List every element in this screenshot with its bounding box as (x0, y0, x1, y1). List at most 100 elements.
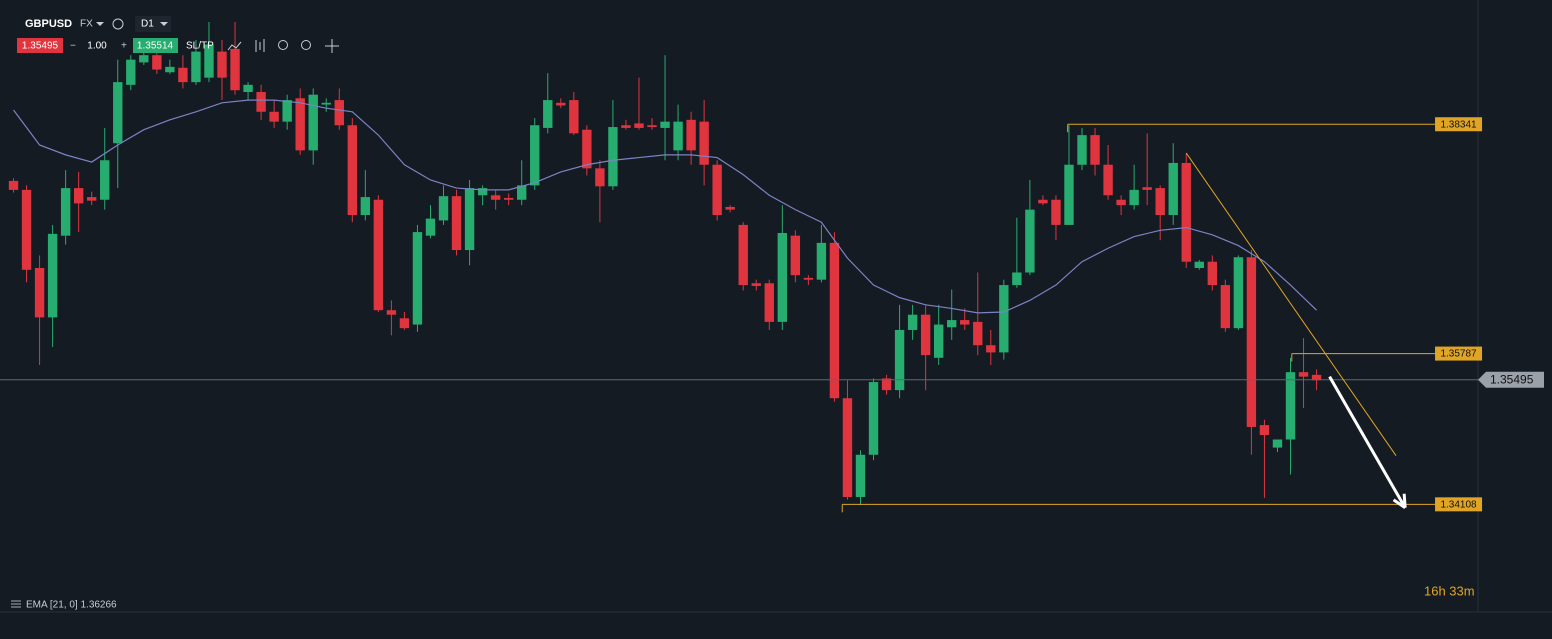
candle-body (712, 164, 722, 216)
candle-body (1038, 199, 1048, 204)
candle-body (790, 235, 801, 276)
candle-body (803, 277, 814, 280)
candle-body (530, 125, 540, 186)
candle-body (973, 321, 983, 346)
candle-body (621, 125, 631, 128)
dropdown-icon[interactable] (96, 22, 104, 26)
buy-button[interactable] (133, 38, 178, 53)
dropdown-icon[interactable] (160, 22, 168, 26)
axes: 1.35495 (1478, 371, 1544, 388)
level-label-box (1435, 497, 1483, 512)
market: FX (80, 19, 93, 30)
candle-body (829, 242, 840, 399)
candle-body (1285, 372, 1296, 440)
zoom-in-icon[interactable] (301, 40, 311, 50)
candle-body (490, 195, 501, 200)
candle-body (738, 224, 748, 286)
candle-body (660, 121, 670, 128)
candle-body (816, 242, 827, 280)
candle-body (608, 127, 618, 187)
level-label: 1.35787 (1440, 349, 1477, 360)
candle-body (764, 283, 774, 322)
candle-body (556, 102, 566, 106)
candle-body (100, 160, 110, 200)
candle-body (634, 123, 644, 128)
info-icon[interactable] (112, 18, 124, 30)
candle-body (582, 129, 592, 169)
move-icon[interactable] (325, 39, 339, 53)
candle-body (1181, 162, 1191, 262)
candle-body (1155, 188, 1165, 216)
current-price-label: 1.35495 (1490, 372, 1534, 386)
lot-size[interactable]: 1.00 (87, 41, 107, 52)
candle-body (1142, 187, 1152, 190)
candle-body (881, 378, 892, 391)
sell-button[interactable] (17, 38, 63, 53)
candle-body (152, 55, 162, 70)
candle-tool-icon[interactable] (255, 39, 265, 52)
arrow-shaft (1328, 375, 1407, 509)
zoom-out-icon[interactable] (278, 40, 288, 50)
candle-body (1298, 372, 1309, 377)
candle-body (477, 188, 488, 196)
candle-body (191, 51, 201, 83)
candle-body (673, 121, 683, 151)
candle-body (178, 67, 188, 83)
candle-body (947, 320, 957, 328)
candle-body (1090, 135, 1100, 165)
candle-body (1012, 272, 1022, 286)
symbol[interactable]: GBPUSD (25, 18, 72, 30)
minus-button[interactable]: − (70, 41, 76, 52)
candle-body (399, 318, 410, 329)
buy-price[interactable]: 1.35514 (137, 41, 174, 52)
candle-body (777, 232, 788, 322)
candle-body (21, 189, 32, 270)
candle-body (282, 100, 292, 122)
candle-body (503, 197, 514, 200)
candle-body (894, 329, 905, 391)
candle-body (1207, 261, 1218, 286)
sell-price[interactable]: 1.35495 (22, 41, 59, 52)
timeframe-box[interactable] (135, 16, 171, 32)
candle-body (842, 398, 853, 497)
candle-body (920, 314, 931, 356)
candle-body (373, 199, 384, 311)
candle-body (87, 197, 97, 201)
candle-body (73, 188, 84, 204)
candle-body (295, 98, 305, 151)
candle-body (933, 324, 944, 358)
candle-body (1103, 164, 1113, 196)
indicator-icon (11, 600, 21, 608)
candle-body (204, 44, 214, 78)
candle-body (868, 382, 879, 455)
candle-body (1051, 199, 1061, 225)
candle-body (595, 168, 605, 187)
candle-body (855, 454, 866, 497)
sltp-button[interactable]: SL/TP (186, 41, 214, 52)
candle-body (907, 314, 918, 330)
candle-body (1272, 439, 1283, 448)
candle-body (1259, 425, 1270, 436)
level-label: 1.34108 (1440, 499, 1477, 510)
candle-body (60, 188, 71, 236)
timeframe[interactable]: D1 (141, 19, 154, 30)
candle-body (269, 111, 279, 122)
candle-body (360, 197, 371, 216)
line-tool-icon[interactable] (227, 41, 242, 51)
candle-body (139, 55, 149, 63)
candle-body (569, 100, 579, 134)
candle-body (113, 82, 123, 144)
plot: 1.38341 1.35787 1.34108 (0, 21, 1483, 513)
candle-body (986, 345, 996, 353)
candle-body (334, 100, 344, 126)
plus-button[interactable]: + (121, 41, 127, 52)
candle-body (165, 66, 175, 73)
level-label-box (1435, 117, 1483, 132)
candle-body (1246, 257, 1257, 427)
candle-body (960, 320, 970, 325)
candle-body (543, 100, 553, 128)
candle-body (243, 84, 253, 93)
candle-body (8, 180, 19, 190)
candle-body (725, 206, 735, 210)
